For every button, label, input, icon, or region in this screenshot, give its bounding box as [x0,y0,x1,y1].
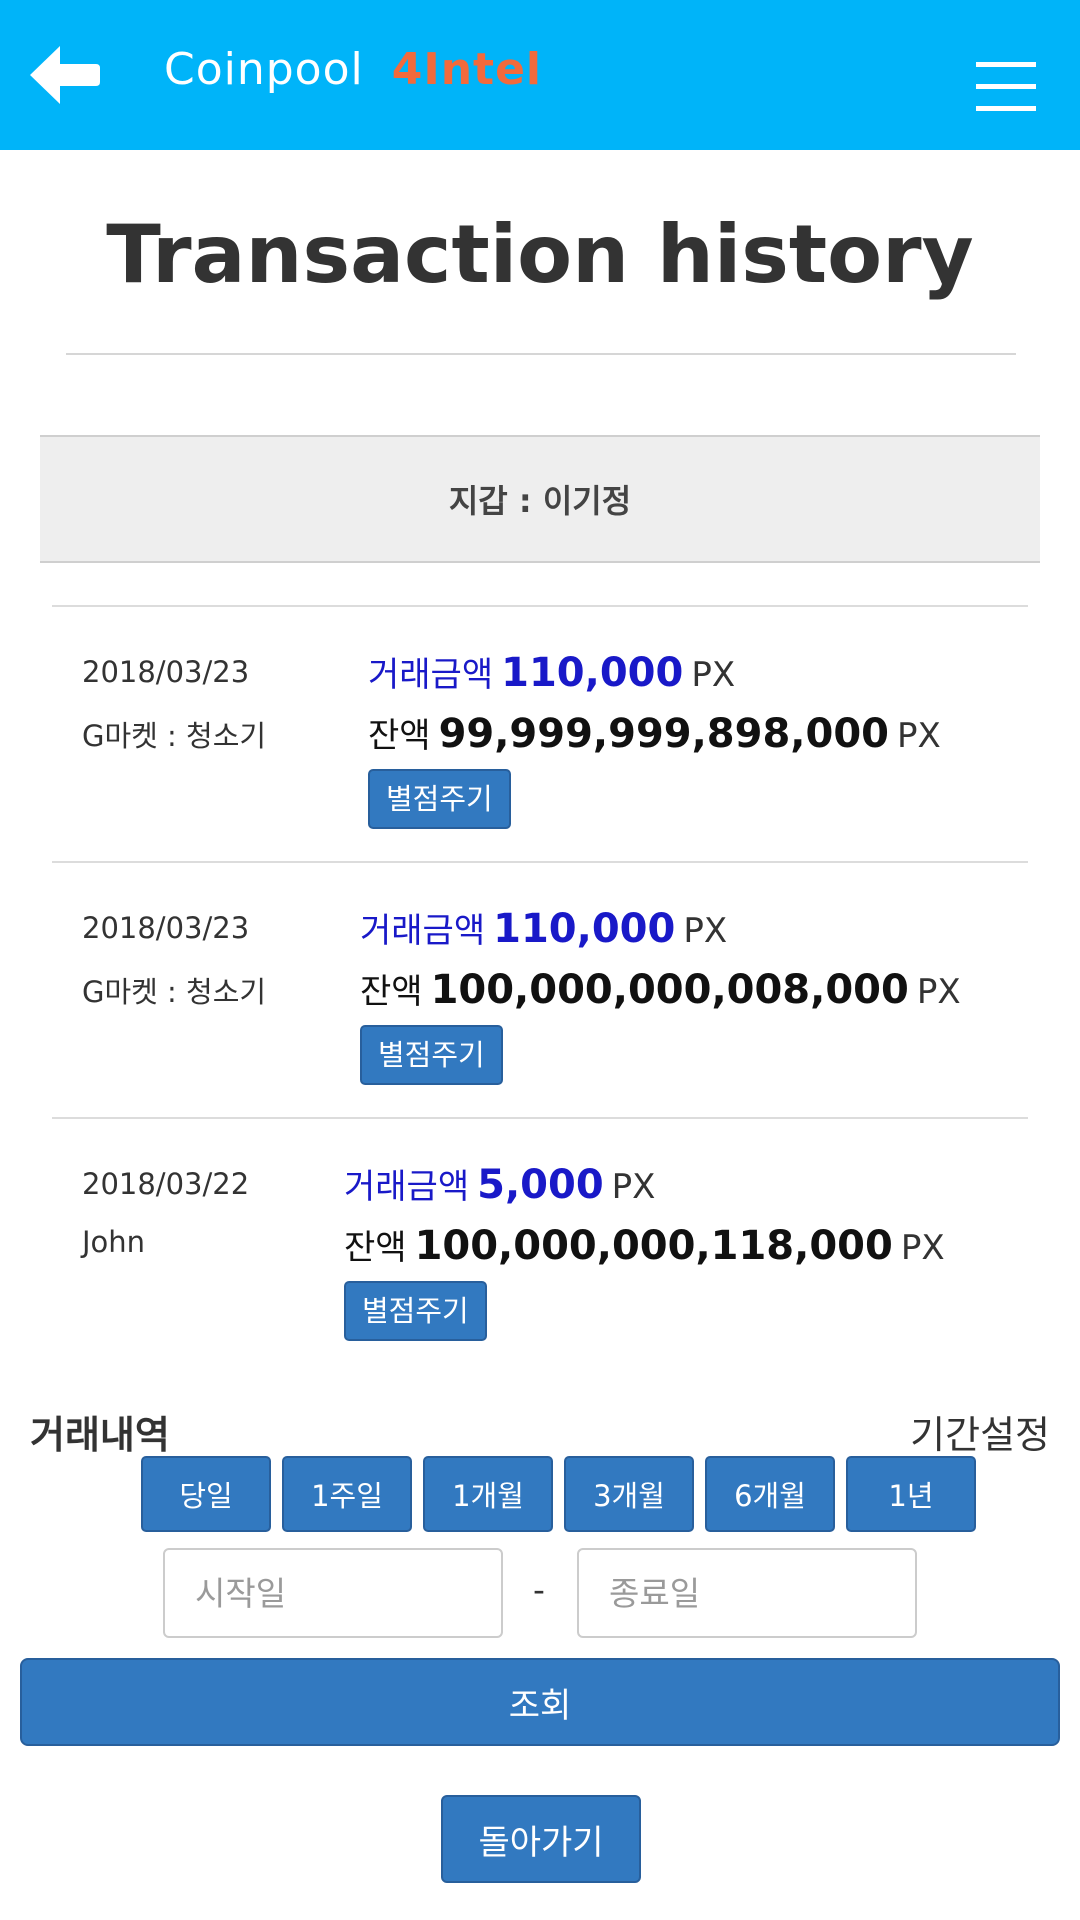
rate-button[interactable]: 별점주기 [360,1025,503,1085]
period-1week-button[interactable]: 1주일 [282,1456,412,1532]
transaction-description: John [82,1225,146,1259]
period-today-button[interactable]: 당일 [141,1456,271,1532]
transaction-list: 2018/03/23 G마켓 : 청소기 거래금액 110,000 PX 잔액 99,… [52,605,1028,1373]
wallet-owner: 지갑 : 이기정 [40,435,1040,563]
back-button[interactable] [24,38,104,112]
transaction-date: 2018/03/22 [82,1167,250,1201]
transaction-date: 2018/03/23 [82,655,250,689]
period-1month-button[interactable]: 1개월 [423,1456,553,1532]
amount-value: 110,000 [501,650,684,696]
period-1year-button[interactable]: 1년 [846,1456,976,1532]
period-buttons: 당일 1주일 1개월 3개월 6개월 1년 [141,1456,976,1532]
balance-value: 100,000,000,118,000 [414,1223,893,1269]
amount-unit: PX [691,655,736,695]
amount-unit: PX [611,1167,656,1207]
amount-value: 110,000 [493,906,676,952]
transaction-row: 2018/03/23 G마켓 : 청소기 거래금액 110,000 PX 잔액 100… [52,861,1028,1117]
transaction-row: 2018/03/23 G마켓 : 청소기 거래금액 110,000 PX 잔액 99,… [52,605,1028,861]
brand-logo: Coinpool 4Intel [164,44,542,104]
history-label: 거래내역 [30,1413,170,1457]
transaction-row: 2018/03/22 John 거래금액 5,000 PX 잔액 100,000,00… [52,1117,1028,1373]
arrow-left-icon [30,46,100,104]
transaction-balance: 잔액 100,000,000,118,000 PX [344,1220,945,1269]
page-title: Transaction history [106,208,974,301]
transaction-amount: 거래금액 110,000 PX [368,647,941,696]
transaction-balance: 잔액 100,000,000,008,000 PX [360,964,961,1013]
amount-label: 거래금액 [360,911,486,951]
transaction-description: G마켓 : 청소기 [82,975,267,1009]
balance-unit: PX [916,972,961,1012]
transaction-balance: 잔액 99,999,999,898,000 PX [368,708,941,757]
period-3months-button[interactable]: 3개월 [564,1456,694,1532]
balance-label: 잔액 [344,1228,407,1268]
transaction-info: 거래금액 5,000 PX 잔액 100,000,000,118,000 PX 별점주기 [344,1159,945,1341]
transaction-info: 거래금액 110,000 PX 잔액 100,000,000,008,000 PX 별점… [360,903,961,1085]
transaction-amount: 거래금액 110,000 PX [360,903,961,952]
amount-label: 거래금액 [368,655,494,695]
rate-button[interactable]: 별점주기 [368,769,511,829]
transaction-info: 거래금액 110,000 PX 잔액 99,999,999,898,000 PX 별점주… [368,647,941,829]
end-date-input[interactable] [577,1548,917,1638]
menu-button[interactable] [976,60,1036,114]
amount-value: 5,000 [477,1162,604,1208]
hamburger-menu-icon [976,62,1036,111]
amount-label: 거래금액 [344,1167,470,1207]
start-date-input[interactable] [163,1548,503,1638]
balance-unit: PX [897,716,941,756]
transaction-description: G마켓 : 청소기 [82,719,267,753]
date-range-separator: - [533,1570,545,1609]
rate-button[interactable]: 별점주기 [344,1281,487,1341]
transaction-amount: 거래금액 5,000 PX [344,1159,945,1208]
period-6months-button[interactable]: 6개월 [705,1456,835,1532]
balance-label: 잔액 [360,972,423,1012]
search-button[interactable]: 조회 [20,1658,1060,1746]
title-divider [66,353,1016,355]
balance-value: 100,000,000,008,000 [430,967,909,1013]
balance-unit: PX [900,1228,945,1268]
transaction-date: 2018/03/23 [82,911,250,945]
app-header: Coinpool 4Intel [0,0,1080,150]
brand-accent: 4Intel [391,44,543,95]
amount-unit: PX [683,911,728,951]
balance-label: 잔액 [368,716,431,756]
balance-value: 99,999,999,898,000 [438,711,889,757]
brand-name: Coinpool [164,44,364,95]
go-back-button[interactable]: 돌아가기 [441,1795,641,1883]
period-setting-label: 기간설정 [910,1413,1050,1457]
